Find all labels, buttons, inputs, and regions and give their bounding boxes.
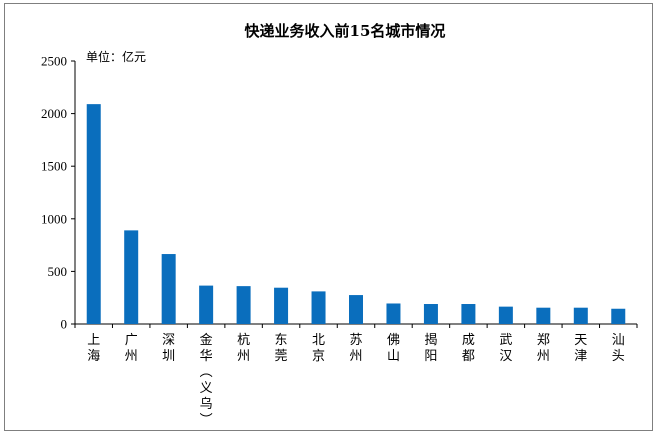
x-tick-label: 天津 (574, 333, 587, 364)
x-tick-label: 汕头 (612, 333, 625, 364)
x-axis (74, 323, 638, 328)
bar (124, 230, 139, 324)
x-tick-label: 上海 (87, 333, 100, 364)
x-tick-label: 广州 (125, 333, 138, 364)
bar (423, 304, 438, 324)
x-tick-label: 揭阳 (424, 333, 437, 364)
bar (611, 308, 626, 324)
y-tick-label: 500 (48, 264, 68, 279)
x-tick-label: 北京 (312, 333, 325, 364)
y-tick-label: 1000 (41, 211, 67, 226)
bar (236, 286, 251, 324)
bar (536, 307, 551, 324)
y-tick-label: 0 (61, 317, 68, 332)
x-tick-label: 郑州 (537, 333, 550, 364)
x-tick-label: 杭州 (237, 333, 250, 364)
y-axis: 0 500 1000 1500 2000 2500 (41, 54, 76, 332)
bar (386, 303, 401, 324)
bar (498, 306, 513, 324)
y-tick-label: 2500 (41, 54, 67, 69)
y-tick-label: 2000 (41, 106, 67, 121)
x-tick-label: 佛山 (387, 333, 400, 364)
bar (349, 295, 363, 324)
x-tick-label: 武汉 (499, 333, 512, 364)
bar (573, 307, 588, 324)
chart-title: 快递业务收入前15名城市情况 (245, 22, 446, 40)
bar (199, 285, 214, 324)
bar (311, 291, 326, 324)
unit-label: 单位：亿元 (86, 49, 146, 64)
bar (461, 304, 476, 324)
x-tick-label: 成都 (462, 333, 475, 364)
y-tick-label: 1500 (41, 159, 67, 174)
chart-frame (4, 3, 653, 431)
bar (161, 254, 176, 324)
bars (86, 104, 626, 324)
bar (86, 104, 101, 324)
x-tick-label: 金华︵义乌︶ (200, 332, 213, 428)
bar (274, 287, 289, 324)
x-tick-label: 东莞 (275, 333, 288, 364)
x-tick-label: 深圳 (162, 333, 175, 364)
x-tick-label: 苏州 (349, 332, 362, 364)
